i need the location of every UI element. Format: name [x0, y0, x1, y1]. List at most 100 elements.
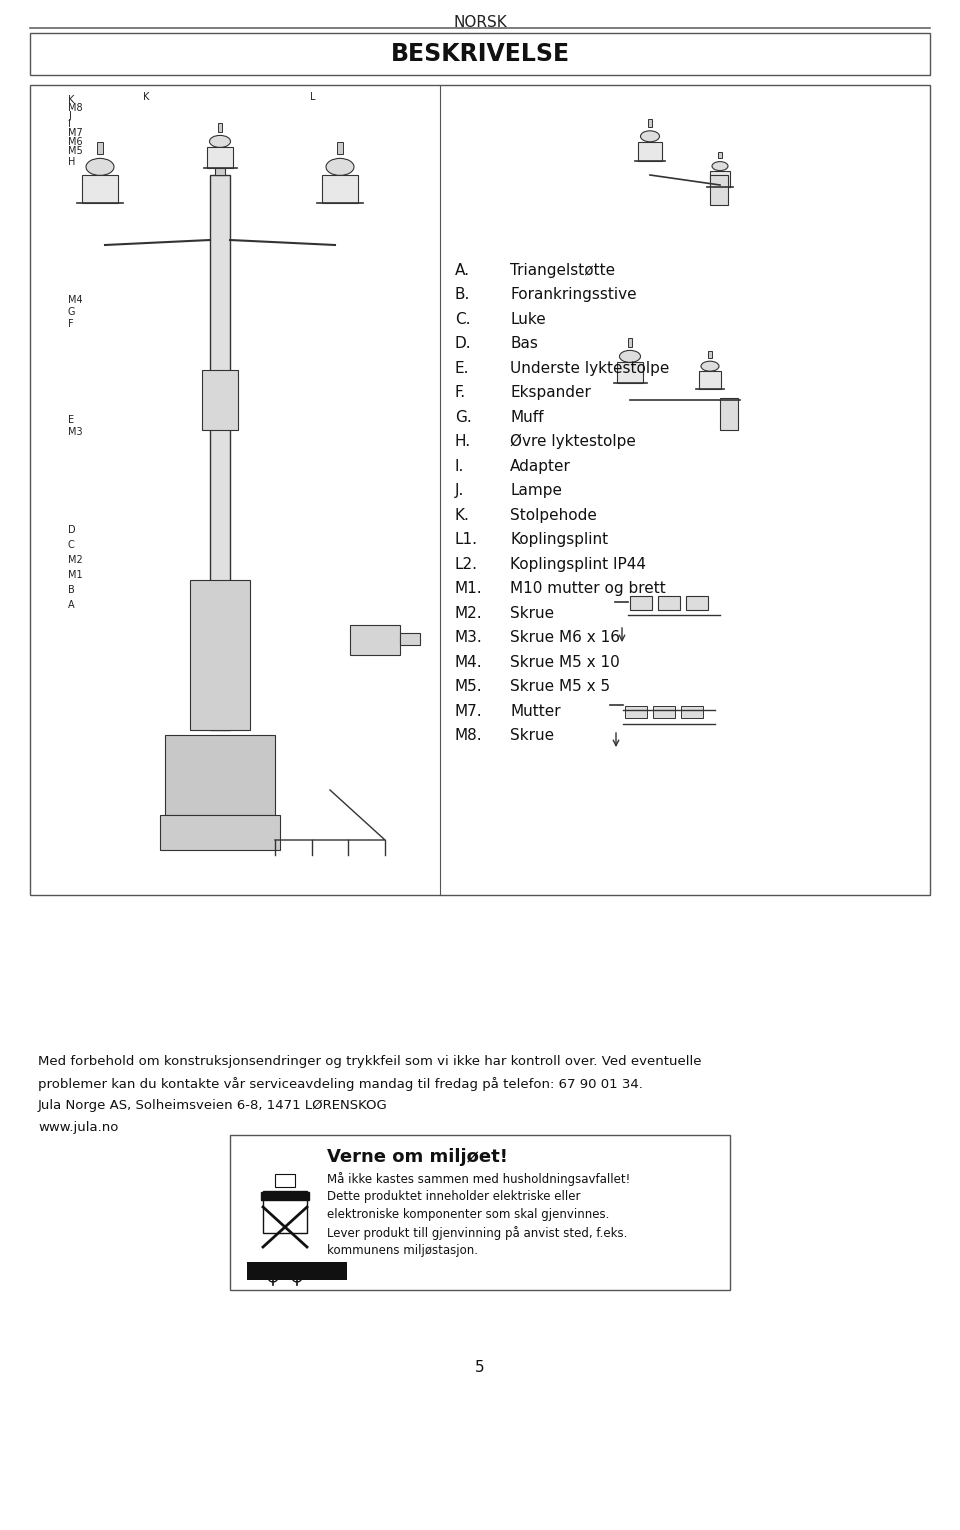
Bar	[160, 815, 280, 851]
Text: NORSK: NORSK	[453, 15, 507, 31]
Ellipse shape	[712, 162, 728, 171]
Bar	[686, 597, 708, 610]
Bar	[648, 119, 652, 127]
Bar	[97, 142, 103, 153]
Bar	[718, 151, 722, 159]
Text: M8: M8	[68, 103, 83, 113]
Text: Adapter: Adapter	[510, 459, 571, 473]
Bar	[275, 1174, 295, 1187]
Text: M3: M3	[68, 427, 83, 438]
Text: Skrue: Skrue	[510, 728, 554, 744]
Text: Luke: Luke	[510, 312, 545, 326]
Text: K.: K.	[455, 508, 469, 523]
Text: L: L	[310, 92, 316, 103]
Bar	[82, 174, 118, 203]
Text: www.jula.no: www.jula.no	[38, 1121, 118, 1134]
Bar	[337, 142, 343, 153]
Text: H: H	[68, 158, 76, 167]
Bar	[30, 34, 930, 75]
Text: Forankringsstive: Forankringsstive	[510, 288, 636, 301]
Text: Med forbehold om konstruksjonsendringer og trykkfeil som vi ikke har kontroll ov: Med forbehold om konstruksjonsendringer …	[38, 1056, 702, 1068]
Bar	[350, 624, 400, 655]
Ellipse shape	[619, 350, 640, 363]
Bar	[218, 124, 222, 132]
Text: Lampe: Lampe	[510, 483, 562, 497]
Text: M2: M2	[68, 555, 83, 565]
Bar	[263, 1190, 307, 1233]
Text: D: D	[68, 525, 76, 536]
Ellipse shape	[640, 130, 660, 142]
Text: M1.: M1.	[455, 581, 483, 597]
Bar	[261, 1192, 309, 1200]
Text: Mutter: Mutter	[510, 704, 561, 719]
Bar	[628, 338, 632, 347]
Bar	[699, 370, 721, 389]
Circle shape	[292, 1271, 302, 1282]
Bar	[247, 1262, 347, 1281]
Text: G: G	[68, 308, 76, 317]
Text: B.: B.	[455, 288, 470, 301]
Text: I: I	[68, 119, 71, 129]
Text: 5: 5	[475, 1360, 485, 1375]
Text: elektroniske komponenter som skal gjenvinnes.: elektroniske komponenter som skal gjenvi…	[327, 1209, 610, 1221]
Text: A.: A.	[455, 263, 470, 277]
Text: M8.: M8.	[455, 728, 483, 744]
Text: B: B	[68, 584, 75, 595]
Bar	[30, 86, 930, 895]
Text: K: K	[143, 92, 150, 103]
Bar	[230, 1135, 730, 1290]
Bar	[165, 734, 275, 815]
Bar	[653, 705, 675, 718]
Bar	[202, 370, 238, 430]
Circle shape	[268, 1271, 278, 1282]
Text: J: J	[68, 112, 71, 121]
Text: M2.: M2.	[455, 606, 483, 621]
Text: Underste lyktestolpe: Underste lyktestolpe	[510, 361, 669, 375]
Text: M7.: M7.	[455, 704, 483, 719]
Ellipse shape	[86, 159, 114, 176]
Text: L1.: L1.	[455, 532, 478, 548]
Text: Ekspander: Ekspander	[510, 386, 590, 399]
Ellipse shape	[701, 361, 719, 372]
Bar	[617, 363, 643, 382]
Text: E.: E.	[455, 361, 469, 375]
Text: problemer kan du kontakte vår serviceavdeling mandag til fredag på telefon: 67 9: problemer kan du kontakte vår serviceavd…	[38, 1077, 643, 1091]
Ellipse shape	[326, 159, 354, 176]
Bar	[625, 705, 647, 718]
Text: M1: M1	[68, 571, 83, 580]
Text: Skrue: Skrue	[510, 606, 554, 621]
Text: Skrue M5 x 10: Skrue M5 x 10	[510, 655, 620, 670]
Ellipse shape	[209, 135, 230, 147]
Bar	[400, 633, 420, 646]
Text: A: A	[68, 600, 75, 610]
Text: J.: J.	[455, 483, 465, 497]
Text: F.: F.	[455, 386, 467, 399]
Text: E: E	[68, 415, 74, 425]
Text: Bas: Bas	[510, 337, 538, 350]
Text: kommunens miljøstasjon.: kommunens miljøstasjon.	[327, 1244, 478, 1258]
Bar	[210, 174, 230, 730]
Text: Stolpehode: Stolpehode	[510, 508, 597, 523]
Bar	[207, 147, 233, 168]
Text: Øvre lyktestolpe: Øvre lyktestolpe	[510, 435, 636, 450]
Text: K: K	[68, 95, 74, 106]
Bar	[215, 155, 225, 174]
Bar	[322, 174, 358, 203]
Text: Muff: Muff	[510, 410, 543, 424]
Text: Dette produktet inneholder elektriske eller: Dette produktet inneholder elektriske el…	[327, 1190, 581, 1203]
Text: Jula Norge AS, Solheimsveien 6-8, 1471 LØRENSKOG: Jula Norge AS, Solheimsveien 6-8, 1471 L…	[38, 1099, 388, 1112]
Text: C.: C.	[455, 312, 470, 326]
Text: I.: I.	[455, 459, 465, 473]
Text: Triangelstøtte: Triangelstøtte	[510, 263, 615, 277]
Bar	[720, 398, 738, 430]
Text: F: F	[68, 318, 74, 329]
Text: M5.: M5.	[455, 679, 483, 695]
Bar	[630, 597, 652, 610]
Text: H.: H.	[455, 435, 471, 448]
Bar	[710, 170, 730, 187]
Text: M4.: M4.	[455, 655, 483, 670]
Text: M4: M4	[68, 295, 83, 304]
Text: Må ikke kastes sammen med husholdningsavfallet!: Må ikke kastes sammen med husholdningsav…	[327, 1172, 631, 1186]
Bar	[708, 350, 711, 358]
Text: BESKRIVELSE: BESKRIVELSE	[391, 41, 569, 66]
